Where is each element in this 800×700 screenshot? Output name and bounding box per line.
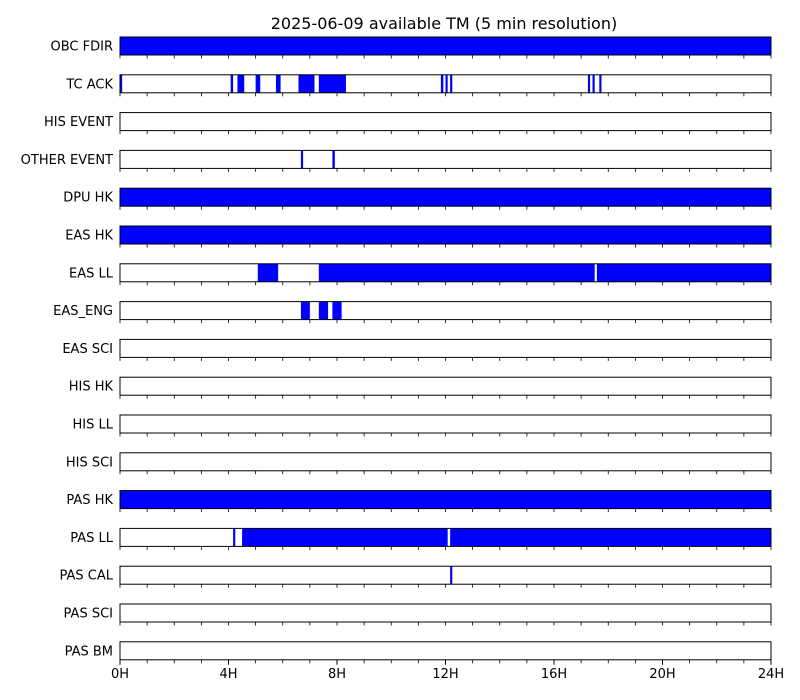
row-frame [119,414,772,434]
row-label: PAS BM [65,644,113,659]
timeline-rows: OBC FDIR TC ACK HIS EVENT OTHER EVENT DPU HK… [21,36,772,664]
availability-bar [257,263,279,282]
availability-bar [255,74,261,93]
row-frame [119,301,772,321]
row-frame [119,565,772,585]
availability-bar [298,74,315,93]
availability-bar [332,301,342,320]
timeline-row: EAS_ENG [53,301,772,324]
row-frame [119,452,772,472]
row-label: TC ACK [65,77,113,92]
x-tick-label: 0H [111,667,129,682]
row-frame [119,112,772,132]
row-label: PAS CAL [60,569,114,584]
timeline-row: OTHER EVENT [21,149,772,172]
availability-bar [445,74,448,93]
row-frame [119,338,772,358]
timeline-row: HIS HK [69,376,772,399]
availability-bar [440,74,444,93]
row-label: DPU HK [63,191,113,206]
timeline-row: EAS SCI [62,338,772,361]
availability-bar [120,490,771,509]
availability-bar [450,74,453,93]
timeline-row: PAS BM [65,641,772,664]
row-label: EAS LL [69,266,114,281]
row-label: PAS SCI [64,607,113,622]
x-tick-label: 16H [541,667,567,682]
availability-bar [237,74,245,93]
chart-title: 2025-06-09 available TM (5 min resolutio… [271,14,617,33]
row-label: OBC FDIR [51,40,114,55]
timeline-row: TC ACK [65,74,772,97]
x-tick-label: 24H [758,667,784,682]
row-frame [119,376,772,396]
timeline-row: EAS LL [69,263,772,286]
timeline-row: PAS LL [70,527,772,550]
availability-bar [300,150,304,169]
availability-bar [120,37,771,55]
timeline-row: OBC FDIR [51,36,772,59]
availability-bar [233,528,236,547]
availability-bar [599,74,602,93]
timeline-row: HIS SCI [66,452,772,475]
x-tick-label: 8H [328,667,346,682]
availability-bar [332,150,335,169]
row-frame [119,603,772,623]
availability-bar [120,188,771,207]
row-label: EAS_ENG [53,304,113,319]
timeline-row: PAS HK [66,490,772,513]
availability-bar [318,301,329,320]
timeline-row: DPU HK [63,187,772,210]
x-tick-label: 4H [219,667,237,682]
timeline-row: HIS EVENT [44,112,772,135]
row-label: EAS HK [65,229,113,244]
row-label: EAS SCI [62,342,113,357]
row-frame [119,641,772,661]
availability-bar [242,528,448,547]
x-tick-label: 20H [649,667,675,682]
row-label: HIS SCI [66,455,113,470]
availability-bar [450,528,771,547]
x-axis: 0H 4H 8H 12H 16H 20H 24H [111,659,784,682]
availability-bar [450,566,453,585]
row-label: PAS HK [66,493,113,508]
availability-bar [596,263,771,282]
availability-bar [275,74,281,93]
availability-bar [120,226,771,244]
row-label: PAS LL [70,531,114,546]
row-label: OTHER EVENT [21,153,113,168]
x-tick-label: 12H [432,667,458,682]
availability-bar [318,74,346,93]
availability-bar [318,263,595,282]
availability-bar [120,74,123,93]
timeline-row: EAS HK [65,225,772,248]
timeline-row: PAS SCI [64,603,772,626]
availability-bar [592,74,595,93]
row-label: HIS EVENT [44,115,113,130]
row-label: HIS HK [69,380,114,395]
timeline-row: HIS LL [73,414,772,437]
row-label: HIS LL [73,418,114,433]
timeline-row: PAS CAL [60,565,772,588]
availability-bar [300,301,310,320]
availability-bar [230,74,234,93]
row-frame [119,149,772,169]
availability-bar [587,74,591,93]
